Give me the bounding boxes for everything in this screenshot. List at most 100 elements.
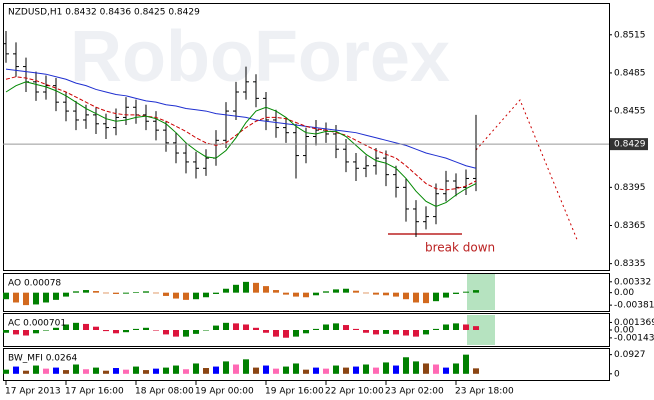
y-tick-label: 0.8515	[614, 30, 646, 40]
histogram-bar	[363, 364, 369, 374]
histogram-bar	[223, 361, 229, 374]
histogram-bar	[303, 369, 309, 374]
histogram-bar	[273, 368, 279, 374]
histogram-bar	[363, 292, 369, 294]
histogram-bar	[293, 363, 299, 374]
histogram-bar	[93, 291, 99, 293]
histogram-bar	[163, 367, 169, 374]
histogram-bar	[323, 291, 329, 293]
y-tick-label: 0	[614, 369, 620, 379]
histogram-bar	[243, 359, 249, 374]
histogram-bar	[263, 365, 269, 374]
panel-title: BW_MFI 0.0264	[8, 354, 77, 364]
histogram-bar	[73, 291, 79, 293]
histogram-bar	[83, 323, 89, 330]
histogram-bar	[363, 330, 369, 333]
histogram-bar	[323, 368, 329, 374]
panel-title: NZDUSD,H1 0.8432 0.8436 0.8425 0.8429	[8, 8, 200, 18]
y-tick-label: 0.8455	[614, 107, 646, 117]
histogram-bar	[473, 326, 479, 330]
histogram-bar	[383, 362, 389, 374]
histogram-bar	[233, 323, 239, 330]
histogram-bar	[43, 292, 49, 303]
histogram-bar	[433, 292, 439, 302]
histogram-bar	[223, 288, 229, 293]
histogram-bar	[453, 323, 459, 330]
histogram-bar	[173, 330, 179, 337]
histogram-bar	[413, 361, 419, 374]
histogram-bar	[103, 292, 109, 294]
histogram-bar	[203, 368, 209, 374]
histogram-bar	[193, 330, 199, 334]
histogram-bar	[413, 330, 419, 337]
histogram-bar	[473, 290, 479, 293]
histogram-bar	[453, 363, 459, 374]
histogram-bar	[183, 292, 189, 300]
y-tick-label: -0.00381	[614, 301, 654, 311]
y-tick-label: 0.00332	[614, 277, 651, 287]
histogram-bar	[313, 292, 319, 296]
histogram-bar	[243, 281, 249, 293]
histogram-bar	[303, 292, 309, 298]
histogram-bar	[433, 328, 439, 330]
histogram-bar	[313, 328, 319, 330]
histogram-bar	[373, 292, 379, 295]
y-tick-label: 0.8365	[614, 221, 646, 231]
highlight	[467, 315, 495, 345]
histogram-bar	[33, 365, 39, 374]
histogram-bar	[143, 327, 149, 330]
y-tick-label: 0.00	[614, 288, 634, 298]
histogram-bar	[333, 289, 339, 293]
histogram-bar	[253, 327, 259, 330]
histogram-bar	[463, 324, 469, 330]
histogram-bar	[103, 370, 109, 374]
histogram-bar	[43, 330, 49, 331]
histogram-bar	[73, 364, 79, 374]
histogram-bar	[3, 330, 9, 333]
histogram-bar	[53, 292, 59, 300]
histogram-bar	[23, 292, 29, 306]
histogram-bar	[143, 370, 149, 374]
histogram-bar	[183, 369, 189, 374]
histogram-bar	[153, 330, 159, 331]
x-tick-label: 23 Apr 18:00	[455, 387, 514, 397]
y-tick-label: 0.8485	[614, 68, 646, 78]
histogram-bar	[333, 365, 339, 374]
histogram-bar	[463, 291, 469, 293]
histogram-bar	[333, 323, 339, 330]
histogram-bar	[293, 292, 299, 297]
histogram-bar	[133, 292, 139, 293]
histogram-bar	[23, 330, 29, 336]
histogram-bar	[93, 326, 99, 330]
histogram-bar	[453, 292, 459, 294]
histogram-bar	[233, 364, 239, 374]
y-tick-label: 0.8335	[614, 259, 646, 269]
histogram-bar	[393, 330, 399, 335]
histogram-bar	[3, 292, 9, 300]
histogram-bar	[383, 330, 389, 334]
histogram-bar	[133, 328, 139, 330]
histogram-bar	[233, 284, 239, 293]
histogram-bar	[463, 354, 469, 374]
histogram-bar	[13, 366, 19, 374]
histogram-bar	[253, 282, 259, 293]
histogram-bar	[413, 292, 419, 303]
histogram-bar	[263, 286, 269, 293]
histogram-bar	[83, 369, 89, 374]
histogram-bar	[43, 368, 49, 374]
histogram-bar	[113, 330, 119, 334]
histogram-bar	[123, 369, 129, 374]
histogram-bar	[13, 292, 19, 303]
panel-frame	[3, 3, 610, 271]
histogram-bar	[343, 325, 349, 330]
histogram-bar	[403, 330, 409, 336]
histogram-bar	[273, 290, 279, 293]
histogram-bar	[213, 292, 219, 294]
histogram-bar	[13, 330, 19, 335]
forecast-path	[475, 99, 579, 243]
histogram-bar	[213, 325, 219, 330]
moving-average	[5, 76, 477, 191]
histogram-bar	[403, 292, 409, 300]
histogram-bar	[123, 330, 129, 333]
